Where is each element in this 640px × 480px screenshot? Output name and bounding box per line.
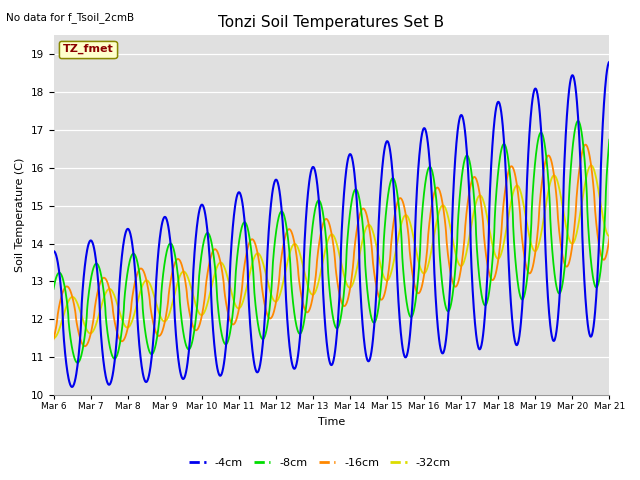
-16cm [418,283,426,288]
-8cm [160,264,168,270]
-16cm [491,275,499,280]
-8cm [491,217,499,223]
-16cm [582,142,589,147]
-32cm [50,336,58,341]
Line: -32cm: -32cm [54,165,609,338]
-4cm [236,190,244,195]
-8cm [50,286,58,292]
-4cm [173,349,181,355]
-32cm [540,218,547,224]
-32cm [236,305,243,311]
-16cm [605,235,613,240]
-8cm [574,118,582,124]
-4cm [160,215,168,220]
-8cm [540,136,548,142]
-8cm [173,269,181,275]
-8cm [418,212,426,217]
-16cm [173,256,181,262]
Line: -8cm: -8cm [54,121,609,363]
-8cm [236,234,244,240]
-32cm [173,281,181,287]
-8cm [605,137,613,143]
-32cm [588,162,595,168]
-8cm [74,360,81,366]
Text: No data for f_Tsoil_2cmB: No data for f_Tsoil_2cmB [6,12,134,23]
Y-axis label: Soil Temperature (C): Soil Temperature (C) [15,158,25,273]
Line: -16cm: -16cm [54,144,609,346]
Legend: -4cm, -8cm, -16cm, -32cm: -4cm, -8cm, -16cm, -32cm [184,453,456,472]
-4cm [418,131,426,137]
-4cm [540,179,548,185]
Line: -4cm: -4cm [54,62,609,387]
-4cm [605,59,613,65]
-32cm [160,318,168,324]
-16cm [236,302,244,308]
-16cm [160,323,168,328]
-4cm [50,248,58,254]
-16cm [540,167,548,173]
-4cm [68,384,76,390]
-16cm [81,343,89,349]
-32cm [605,233,613,239]
-32cm [418,268,426,274]
-32cm [490,249,498,255]
X-axis label: Time: Time [318,417,345,427]
-16cm [50,336,58,342]
Title: Tonzi Soil Temperatures Set B: Tonzi Soil Temperatures Set B [218,15,445,30]
Legend: TZ_fmet: TZ_fmet [59,41,116,58]
-4cm [491,116,499,121]
